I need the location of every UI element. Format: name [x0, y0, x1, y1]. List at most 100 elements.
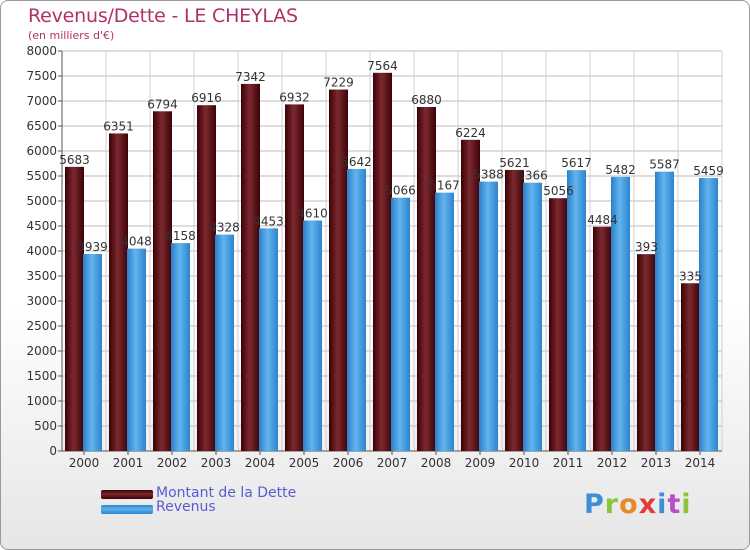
bar-revenus: [215, 234, 234, 451]
data-label-revenus: 5642: [341, 155, 372, 169]
data-label-revenus: 5366: [517, 169, 548, 183]
data-label-dette: 7342: [235, 70, 266, 84]
x-tick-label: 2001: [113, 456, 144, 470]
bar-revenus: [567, 170, 586, 451]
y-tick-label: 6500: [26, 119, 57, 133]
data-labels: 5683 6351 6794 6916 7342 6932 7229 7564 6880 6224…: [59, 59, 724, 283]
bar-dette: [285, 104, 304, 452]
bar-dette: [241, 83, 260, 452]
y-tick-label: 4500: [26, 219, 57, 233]
x-tick-label: 2007: [377, 456, 408, 470]
bar-revenus: [259, 228, 278, 451]
chart-title: Revenus/Dette - LE CHEYLAS: [28, 5, 298, 27]
data-label-revenus: 5482: [605, 163, 636, 177]
y-tick-label: 2500: [26, 319, 57, 333]
data-label-revenus: 5587: [649, 158, 680, 172]
bar-revenus: [611, 176, 630, 451]
bar-dette: [593, 226, 612, 451]
x-tick-label: 2006: [333, 456, 364, 470]
y-tick-label: 7500: [26, 69, 57, 83]
bar-dette: [65, 166, 84, 451]
bar-dette: [373, 72, 392, 452]
bar-dette: [153, 111, 172, 452]
bar-revenus: [391, 197, 410, 451]
data-label-revenus: 4453: [253, 214, 284, 228]
y-tick-label: 1000: [26, 394, 57, 408]
bar-dette: [197, 105, 216, 451]
bar-revenus: [435, 192, 454, 451]
bar-dette: [681, 283, 700, 451]
data-label-revenus: 5617: [561, 156, 592, 170]
data-label-dette: 6224: [455, 126, 486, 140]
bar-revenus: [699, 178, 718, 452]
x-tick-label: 2012: [597, 456, 628, 470]
y-tick-label: 5000: [26, 194, 57, 208]
data-label-dette: 393: [635, 240, 658, 254]
bar-revenus: [655, 171, 674, 451]
data-label-dette: 5683: [59, 153, 90, 167]
data-label-revenus: 5167: [429, 179, 460, 193]
bar-revenus: [347, 168, 366, 451]
legend-swatch-debt: [101, 490, 153, 499]
x-tick-label: 2011: [553, 456, 584, 470]
x-tick-label: 2000: [69, 456, 100, 470]
bars: [65, 72, 718, 452]
data-label-revenus: 4328: [209, 221, 240, 235]
data-label-dette: 335: [679, 269, 702, 283]
data-label-dette: 7229: [323, 76, 354, 90]
bar-revenus: [127, 248, 146, 451]
data-label-revenus: 3939: [77, 240, 108, 254]
bar-revenus: [479, 181, 498, 451]
data-label-dette: 5056: [543, 184, 574, 198]
legend-swatch-revenus: [101, 505, 153, 514]
data-label-dette: 7564: [367, 59, 398, 73]
legend-label-debt: Montant de la Dette: [156, 485, 297, 501]
y-tick-label: 0: [49, 444, 57, 458]
data-label-revenus: 4048: [121, 235, 152, 249]
chart-subtitle: (en milliers d'€): [28, 29, 115, 42]
x-tick-label: 2002: [157, 456, 188, 470]
axes: 0 500 1000 1500 2000 2500 3000 3500 4000 4500 5000…: [26, 44, 722, 470]
data-label-dette: 5621: [499, 156, 530, 170]
x-tick-label: 2004: [245, 456, 276, 470]
bar-dette: [461, 139, 480, 452]
y-tick-label: 500: [34, 419, 57, 433]
data-label-revenus: 5388: [473, 168, 504, 182]
data-label-dette: 6932: [279, 90, 310, 104]
x-tick-label: 2010: [509, 456, 540, 470]
data-label-dette: 6794: [147, 97, 178, 111]
bar-dette: [109, 133, 128, 451]
y-tick-label: 3500: [26, 269, 57, 283]
y-tick-label: 1500: [26, 369, 57, 383]
bar-revenus: [171, 243, 190, 451]
y-tick-label: 5500: [26, 169, 57, 183]
x-tick-label: 2003: [201, 456, 232, 470]
y-tick-label: 8000: [26, 44, 57, 58]
data-label-revenus: 5459: [693, 164, 724, 178]
data-label-dette: 6351: [103, 119, 134, 133]
bar-revenus: [523, 182, 542, 451]
y-tick-label: 6000: [26, 144, 57, 158]
x-tick-label: 2008: [421, 456, 452, 470]
bar-dette: [417, 107, 436, 451]
bar-revenus: [303, 220, 322, 451]
x-tick-label: 2009: [465, 456, 496, 470]
y-tick-label: 3000: [26, 294, 57, 308]
data-label-revenus: 4610: [297, 207, 328, 221]
data-label-dette: 4484: [587, 213, 618, 227]
bar-revenus: [83, 254, 102, 451]
y-tick-label: 2000: [26, 344, 57, 358]
legend-label-revenus: Revenus: [156, 499, 216, 515]
x-tick-label: 2005: [289, 456, 320, 470]
y-tick-label: 7000: [26, 94, 57, 108]
bar-dette: [637, 254, 656, 451]
proxiti-logo: Proxiti: [584, 489, 692, 520]
data-label-revenus: 4158: [165, 229, 196, 243]
x-tick-label: 2014: [685, 456, 716, 470]
bar-dette: [549, 198, 568, 451]
x-tick-label: 2013: [641, 456, 672, 470]
y-tick-label: 4000: [26, 244, 57, 258]
bar-dette: [505, 169, 524, 451]
